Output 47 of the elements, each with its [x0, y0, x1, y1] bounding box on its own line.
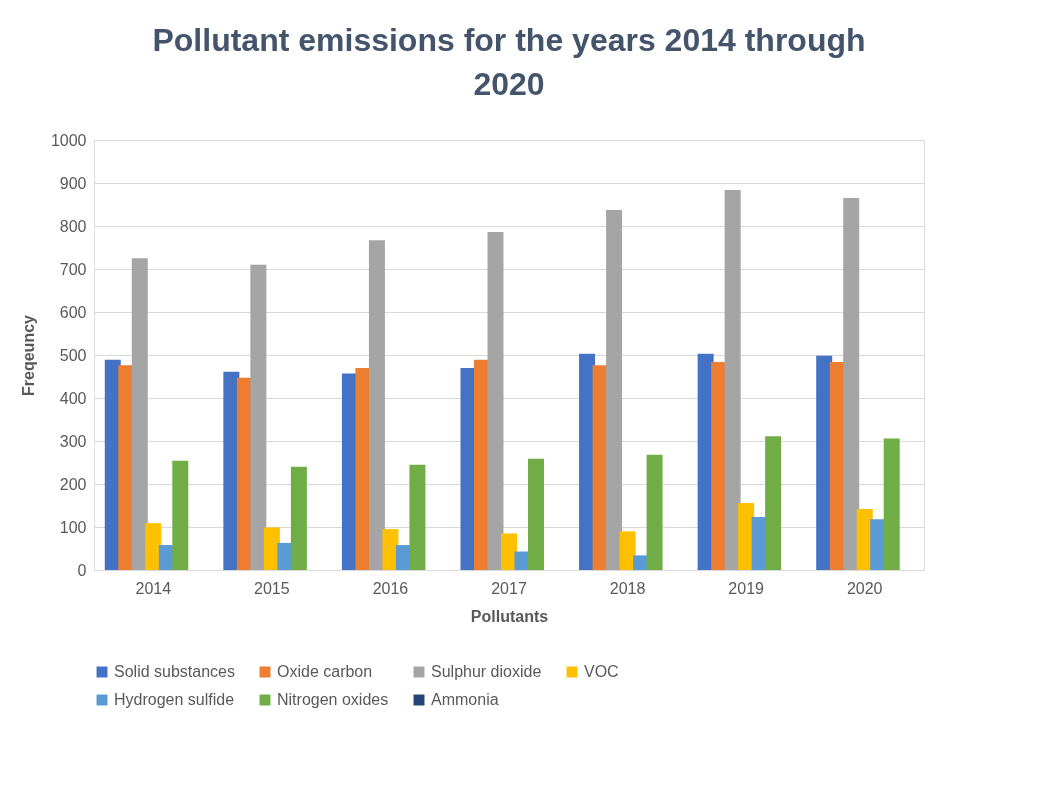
- legend-label: Hydrogen sulfide: [114, 691, 235, 708]
- bar: [172, 460, 189, 570]
- x-tick-label: 2014: [135, 579, 172, 597]
- x-tick-label: 2018: [609, 579, 646, 597]
- bar: [290, 466, 307, 570]
- bar: [528, 458, 544, 570]
- bar: [606, 210, 623, 570]
- y-tick-label: 1000: [50, 131, 87, 149]
- bar: [738, 502, 755, 570]
- bar: [883, 438, 900, 570]
- bar: [619, 531, 636, 570]
- bar: [765, 436, 782, 570]
- x-tick-label: 2020: [846, 579, 883, 597]
- bar: [145, 523, 162, 570]
- x-axis-title: Pollutants: [470, 607, 549, 625]
- bar: [487, 232, 504, 570]
- y-tick-label: 900: [59, 174, 87, 192]
- y-tick-label: 800: [59, 217, 87, 235]
- bar: [368, 240, 385, 570]
- y-tick-label: 100: [59, 518, 87, 536]
- bar: [250, 264, 267, 570]
- chart-title: Pollutant emissions for the years 2014 through 2020: [152, 22, 866, 102]
- bar: [724, 189, 741, 570]
- bar: [382, 529, 399, 570]
- bar: [409, 464, 426, 570]
- legend-label: Ammonia: [431, 691, 499, 708]
- legend-label: Sulphur dioxide: [431, 663, 542, 680]
- x-tick-label: 2016: [372, 579, 409, 597]
- legend-label: Solid substances: [114, 663, 235, 680]
- legend-label: Nitrogen oxides: [277, 691, 389, 708]
- bar: [646, 454, 663, 570]
- y-tick-label: 600: [59, 303, 87, 321]
- y-tick-label: 300: [59, 432, 87, 450]
- y-axis-title: Freqeuncy: [19, 314, 37, 396]
- legend-label: Oxide carbon: [277, 663, 373, 680]
- x-tick-label: 2015: [254, 579, 290, 597]
- x-tick-label: 2019: [728, 579, 765, 597]
- bar: [501, 533, 517, 570]
- bar: [843, 198, 860, 570]
- y-tick-label: 500: [59, 346, 87, 364]
- y-tick-label: 0: [77, 561, 87, 579]
- x-tick-label: 2017: [491, 579, 527, 597]
- y-tick-label: 200: [59, 475, 87, 493]
- bar: [131, 258, 148, 570]
- y-tick-label: 700: [59, 260, 87, 278]
- legend-label: VOC: [584, 663, 619, 680]
- y-tick-label: 400: [59, 389, 87, 407]
